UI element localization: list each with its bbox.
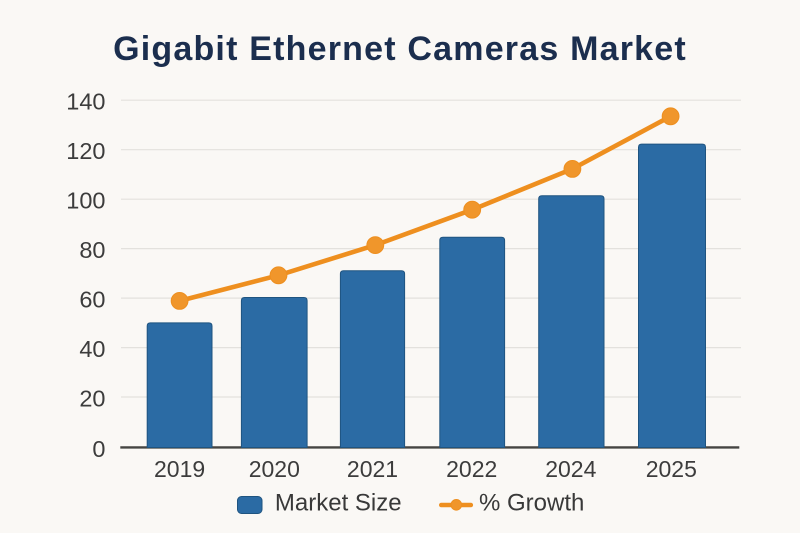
svg-text:140: 140 [66,89,105,115]
svg-text:Gigabit Ethernet Cameras Marke: Gigabit Ethernet Cameras Market [113,30,687,68]
svg-text:80: 80 [79,237,105,263]
svg-text:100: 100 [66,188,105,214]
svg-text:120: 120 [66,138,105,164]
svg-text:2022: 2022 [446,456,497,482]
svg-text:% Growth: % Growth [479,490,584,517]
svg-text:2024: 2024 [545,456,596,482]
svg-text:40: 40 [79,336,105,362]
svg-text:20: 20 [79,386,105,412]
svg-text:2019: 2019 [154,456,205,482]
svg-text:2025: 2025 [646,456,697,482]
svg-text:2020: 2020 [249,456,300,482]
svg-text:0: 0 [92,436,105,462]
svg-text:2021: 2021 [347,456,398,482]
svg-text:60: 60 [79,287,105,313]
svg-text:Market Size: Market Size [275,490,402,517]
